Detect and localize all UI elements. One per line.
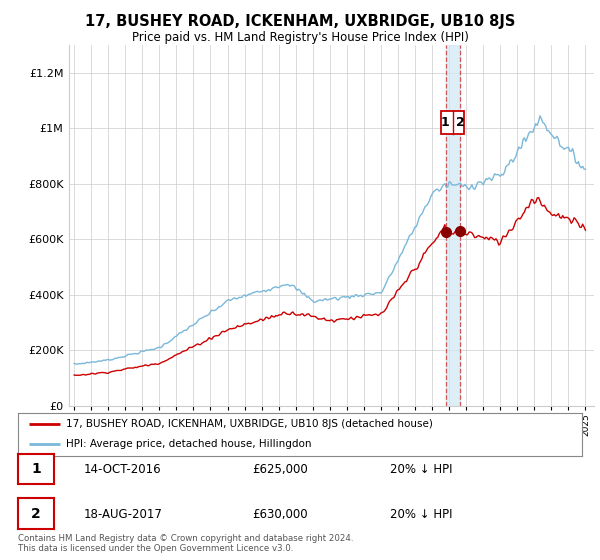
Text: 1: 1	[31, 462, 41, 476]
Text: 17, BUSHEY ROAD, ICKENHAM, UXBRIDGE, UB10 8JS (detached house): 17, BUSHEY ROAD, ICKENHAM, UXBRIDGE, UB1…	[66, 419, 433, 428]
Text: 2: 2	[457, 116, 465, 129]
Text: 20% ↓ HPI: 20% ↓ HPI	[390, 463, 452, 476]
Text: Contains HM Land Registry data © Crown copyright and database right 2024.
This d: Contains HM Land Registry data © Crown c…	[18, 534, 353, 553]
Text: 20% ↓ HPI: 20% ↓ HPI	[390, 507, 452, 521]
Bar	[446, 45, 460, 406]
Text: 2: 2	[31, 507, 41, 521]
Text: 1: 1	[440, 116, 449, 129]
FancyBboxPatch shape	[441, 111, 464, 134]
Text: 18-AUG-2017: 18-AUG-2017	[84, 507, 163, 521]
Text: 14-OCT-2016: 14-OCT-2016	[84, 463, 161, 476]
Text: HPI: Average price, detached house, Hillingdon: HPI: Average price, detached house, Hill…	[66, 439, 311, 449]
Text: £625,000: £625,000	[252, 463, 308, 476]
Text: 17, BUSHEY ROAD, ICKENHAM, UXBRIDGE, UB10 8JS: 17, BUSHEY ROAD, ICKENHAM, UXBRIDGE, UB1…	[85, 14, 515, 29]
Text: £630,000: £630,000	[252, 507, 308, 521]
Text: Price paid vs. HM Land Registry's House Price Index (HPI): Price paid vs. HM Land Registry's House …	[131, 31, 469, 44]
